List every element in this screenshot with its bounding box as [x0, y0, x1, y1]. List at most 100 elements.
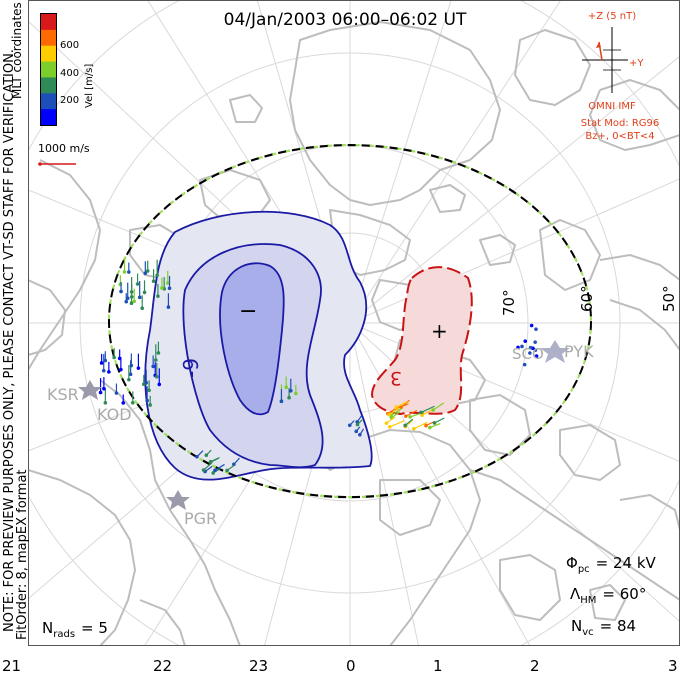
- velocity-vector-origin: [534, 354, 539, 358]
- fit-order-note: FitOrder: 8, mapEX format: [15, 469, 30, 640]
- velocity-vector: [420, 405, 435, 413]
- velocity-vector-origin: [114, 391, 119, 395]
- colorbar-segment: [41, 14, 56, 31]
- velocity-vector-origin: [103, 400, 108, 405]
- station-marker-pgr: [166, 490, 190, 510]
- mlt-tick-2: 2: [530, 657, 540, 674]
- colorbar-segment: [41, 45, 56, 63]
- velocity-vector-origin: [420, 413, 424, 418]
- velocity-vector-origin: [279, 399, 284, 404]
- velocity-vector-origin: [213, 468, 217, 473]
- colorbar-segment: [41, 109, 56, 126]
- velocity-vector-origin: [132, 299, 137, 304]
- velocity-vector: [389, 420, 405, 428]
- potential-min-sign: −: [239, 299, 257, 324]
- station-markers: [78, 340, 570, 510]
- velocity-vector-origin: [157, 382, 162, 387]
- velocity-vector-origin: [160, 286, 164, 290]
- velocity-vector-origin: [155, 273, 159, 278]
- station-label-ksr: KSR: [47, 385, 79, 404]
- velocity-vector-origin: [153, 358, 158, 362]
- mlt-tick-1: 1: [433, 657, 443, 674]
- velocity-vector-origin: [156, 294, 160, 298]
- velocity-vector-origin: [419, 410, 423, 415]
- velocity-vector-origin: [195, 454, 199, 459]
- velocity-vector-origin: [431, 408, 435, 412]
- velocity-vector-origin: [127, 377, 131, 382]
- positive-potential-cell: [370, 266, 473, 416]
- velocity-vector-origin: [408, 415, 412, 419]
- velocity-vector-origin: [129, 301, 134, 306]
- speed-scale: 1000 m/s: [38, 142, 90, 166]
- velocity-vector-origin: [101, 368, 106, 373]
- velocity-vector-origin: [204, 453, 209, 458]
- velocity-vector-origin: [528, 351, 532, 355]
- velocity-vector-origin: [347, 423, 352, 428]
- latitude-label-60: 60°: [578, 285, 596, 312]
- velocity-vector-origin: [166, 305, 171, 309]
- colorbar-heading: Vel [m/s]: [84, 64, 95, 108]
- velocity-vector-origin: [232, 462, 236, 467]
- positive-contour-label: 3: [390, 367, 402, 389]
- velocity-vector: [405, 409, 418, 417]
- velocity-vector-origin: [117, 356, 122, 361]
- velocity-vector-origin: [145, 269, 150, 273]
- velocity-vector-origin: [140, 306, 145, 311]
- mlt-tick-21: 21: [2, 657, 21, 674]
- velocity-vector: [429, 423, 441, 429]
- imf-model: Stat Mod: RG96: [581, 118, 660, 129]
- velocity-vector-origin: [428, 425, 432, 430]
- velocity-vector-origin: [534, 327, 538, 331]
- velocity-vector-origin: [403, 423, 407, 428]
- velocity-vector-origin: [107, 370, 111, 374]
- velocity-vector-origin: [129, 290, 134, 294]
- colorbar-segment: [41, 29, 56, 47]
- velocity-vector-origin: [288, 388, 293, 393]
- velocity-vector-origin: [384, 421, 389, 425]
- imf-y-label: +Y: [629, 58, 644, 69]
- velocity-vector-origin: [124, 299, 129, 304]
- velocity-vector-origin: [354, 429, 359, 434]
- velocity-vector-origin: [533, 340, 537, 344]
- velocity-vector-origin: [355, 422, 360, 427]
- velocity-vector-origin: [522, 362, 527, 367]
- velocity-vector-origin: [147, 388, 151, 393]
- mlt-tick-22: 22: [153, 657, 172, 674]
- colorbar-segment: [41, 77, 56, 94]
- velocity-vector: [396, 403, 409, 409]
- imf-z-label: +Z (5 nT): [588, 11, 636, 22]
- velocity-vector-origin: [135, 282, 140, 286]
- velocity-vector-origin: [201, 468, 206, 472]
- negative-contour-label: -9: [179, 358, 203, 378]
- stat-n-vc: Nvc = 84: [571, 617, 636, 638]
- velocity-vector-origin: [516, 345, 520, 350]
- mlt-tick-23: 23: [249, 657, 268, 674]
- velocity-vectors: [98, 258, 539, 475]
- velocity-vector-origin: [103, 358, 108, 363]
- velocity-vector: [388, 407, 400, 416]
- mlt-tick-0: 0: [346, 657, 356, 674]
- velocity-vector-origin: [145, 398, 149, 403]
- latitude-label-50: 50°: [660, 285, 678, 312]
- velocity-vector: [432, 402, 445, 411]
- velocity-vector-origin: [122, 270, 127, 274]
- map-title: 04/Jan/2003 06:00–06:02 UT: [224, 10, 467, 30]
- potential-max-sign: +: [431, 319, 448, 343]
- velocity-vector-origin: [102, 386, 106, 391]
- velocity-vector-origin: [144, 380, 149, 385]
- velocity-vector-origin: [533, 348, 538, 352]
- velocity-vector-origin: [129, 363, 134, 368]
- station-label-kod: KOD: [97, 405, 132, 424]
- velocity-vector-origin: [355, 420, 360, 424]
- velocity-vector-origin: [387, 412, 391, 417]
- velocity-vector: [413, 421, 428, 430]
- hm-boundary: [108, 144, 592, 499]
- velocity-vector-origin: [137, 295, 142, 300]
- velocity-vector-origin: [121, 401, 126, 405]
- velocity-vector-origin: [112, 355, 116, 360]
- station-marker-ksr: [78, 380, 102, 400]
- imf-source: OMNI IMF: [588, 101, 636, 112]
- coordinate-system-label: MLT coordinates: [10, 2, 24, 99]
- colorbar-tick-600: 600: [60, 40, 79, 51]
